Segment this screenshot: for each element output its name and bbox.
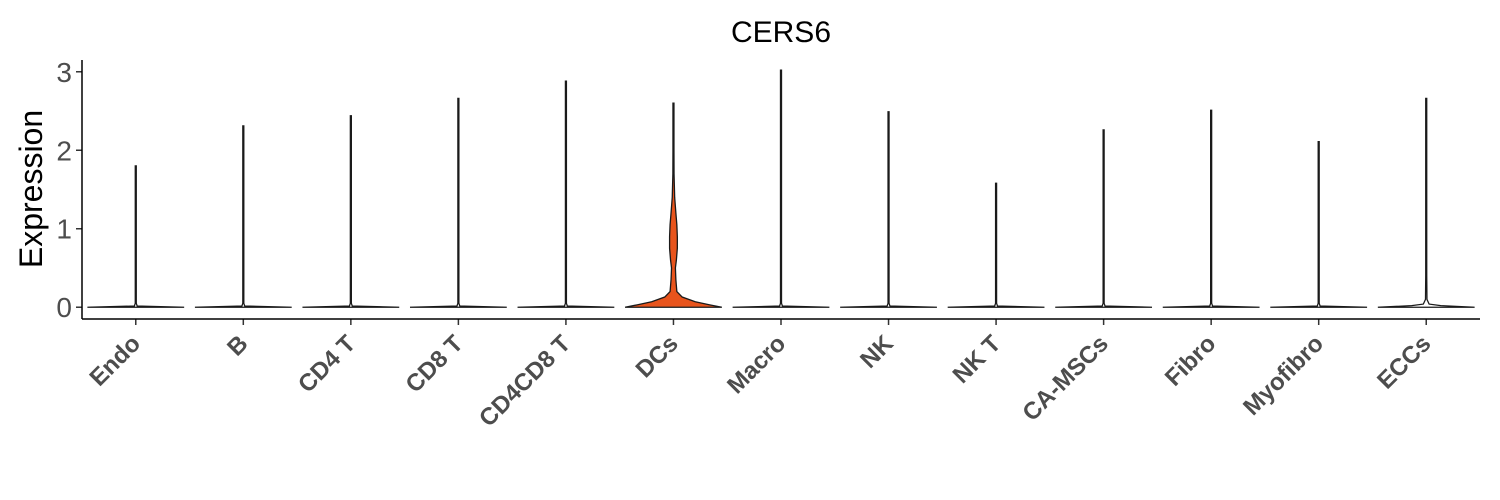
y-tick-label: 2 [56,135,72,166]
y-tick-label: 1 [56,214,72,245]
violin-ca-mscs [1055,129,1153,308]
x-tick-label: Myofibro [1238,330,1329,421]
violin-b [194,125,292,308]
x-axis: Endo B CD4 T CD8 T CD4CD8 T DCs Macro NK NK T CA-… [84,319,1436,432]
violin-dcs [624,102,722,308]
violin-macro [732,69,830,308]
violin-cd4cd8-t [517,80,615,308]
violin-eccs [1377,97,1475,308]
x-tick-label: CD4 T [293,330,361,398]
x-tick-label: Macro [722,330,791,399]
x-tick-label: Endo [84,330,146,392]
y-axis: 0 1 2 3 [56,57,82,323]
x-tick-label: CD4CD8 T [474,330,576,432]
x-tick-label: CD8 T [401,330,469,398]
y-tick-label: 0 [56,292,72,323]
x-tick-label: DCs [631,330,684,383]
x-tick-label: ECCs [1372,330,1436,394]
violin-cd8-t [409,97,507,308]
violin-cd4-t [302,115,400,308]
violin-nk [840,111,937,308]
violins [87,69,1475,308]
x-tick-label: CA-MSCs [1017,330,1113,426]
x-tick-label: NK T [948,330,1007,389]
violin-fibro [1162,109,1260,308]
violin-myofibro [1270,140,1368,308]
y-axis-label: Expression [13,110,49,268]
violin-endo [87,165,185,308]
chart-title: CERS6 [731,16,831,49]
y-tick-label: 3 [56,57,72,88]
x-tick-label: Fibro [1160,330,1222,392]
x-tick-label: B [222,330,253,361]
x-tick-label: NK [855,330,899,374]
violin-nk-t [947,182,1045,308]
